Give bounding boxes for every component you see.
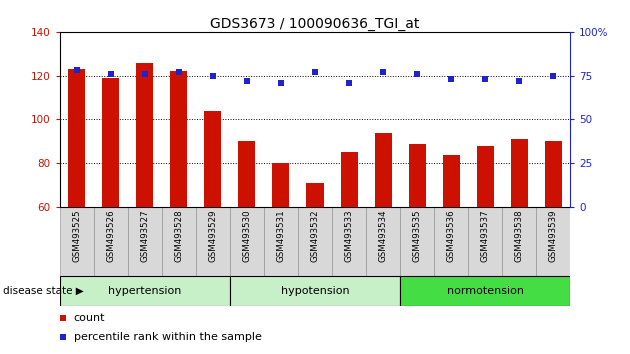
- Bar: [442, 154, 459, 207]
- Bar: [204, 111, 222, 207]
- Bar: [196, 207, 230, 276]
- Point: [208, 73, 218, 79]
- Text: GSM493527: GSM493527: [140, 210, 149, 262]
- Text: GSM493528: GSM493528: [175, 210, 183, 262]
- Point: [174, 69, 184, 75]
- Point: [72, 68, 82, 73]
- Bar: [136, 63, 153, 207]
- Point: [242, 78, 252, 84]
- Bar: [476, 146, 494, 207]
- Bar: [340, 152, 358, 207]
- Text: GSM493526: GSM493526: [106, 210, 115, 262]
- Text: percentile rank within the sample: percentile rank within the sample: [74, 332, 261, 342]
- Bar: [400, 276, 570, 306]
- Point: [276, 80, 286, 86]
- Bar: [238, 141, 256, 207]
- Text: GSM493533: GSM493533: [345, 210, 353, 262]
- Text: GSM493530: GSM493530: [243, 210, 251, 262]
- Point: [548, 73, 558, 79]
- Bar: [510, 139, 528, 207]
- Bar: [434, 207, 468, 276]
- Point: [514, 78, 524, 84]
- Bar: [306, 183, 324, 207]
- Text: GSM493529: GSM493529: [209, 210, 217, 262]
- Bar: [468, 207, 502, 276]
- Text: hypertension: hypertension: [108, 286, 181, 296]
- Point: [446, 76, 456, 82]
- Point: [412, 71, 422, 77]
- Text: GSM493536: GSM493536: [447, 210, 455, 262]
- Text: GSM493531: GSM493531: [277, 210, 285, 262]
- Bar: [264, 207, 298, 276]
- Point: [480, 76, 490, 82]
- Bar: [400, 207, 434, 276]
- Text: normotension: normotension: [447, 286, 524, 296]
- Bar: [128, 207, 162, 276]
- Bar: [94, 207, 128, 276]
- Title: GDS3673 / 100090636_TGI_at: GDS3673 / 100090636_TGI_at: [210, 17, 420, 31]
- Text: GSM493535: GSM493535: [413, 210, 421, 262]
- Bar: [230, 276, 400, 306]
- Text: GSM493525: GSM493525: [72, 210, 81, 262]
- Bar: [544, 141, 561, 207]
- Bar: [170, 71, 188, 207]
- Bar: [69, 69, 86, 207]
- Bar: [502, 207, 536, 276]
- Point: [310, 69, 320, 75]
- Text: disease state ▶: disease state ▶: [3, 286, 84, 296]
- Bar: [162, 207, 196, 276]
- Text: GSM493539: GSM493539: [549, 210, 558, 262]
- Text: GSM493538: GSM493538: [515, 210, 524, 262]
- Point: [58, 315, 68, 320]
- Bar: [536, 207, 570, 276]
- Text: hypotension: hypotension: [281, 286, 349, 296]
- Bar: [272, 163, 289, 207]
- Bar: [366, 207, 400, 276]
- Bar: [60, 207, 94, 276]
- Bar: [332, 207, 366, 276]
- Bar: [102, 78, 119, 207]
- Bar: [408, 144, 425, 207]
- Point: [58, 334, 68, 339]
- Bar: [298, 207, 332, 276]
- Point: [106, 71, 116, 77]
- Text: GSM493534: GSM493534: [379, 210, 387, 262]
- Text: GSM493537: GSM493537: [481, 210, 490, 262]
- Text: count: count: [74, 313, 105, 322]
- Point: [378, 69, 388, 75]
- Point: [344, 80, 354, 86]
- Bar: [230, 207, 264, 276]
- Bar: [374, 133, 391, 207]
- Text: GSM493532: GSM493532: [311, 210, 319, 262]
- Point: [140, 71, 150, 77]
- Bar: [60, 276, 230, 306]
